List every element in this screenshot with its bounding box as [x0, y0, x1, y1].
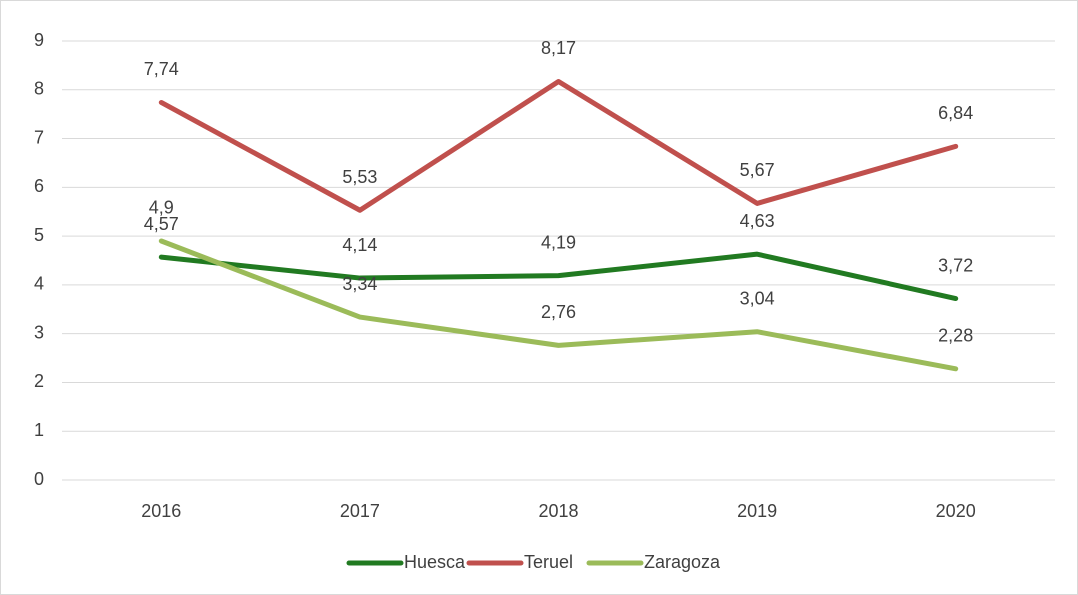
- y-tick-label: 8: [34, 79, 44, 99]
- data-label: 5,67: [740, 160, 775, 180]
- series-line: [158, 251, 959, 302]
- data-label: 3,04: [740, 288, 775, 308]
- legend-label: Teruel: [524, 552, 573, 572]
- data-label: 2,28: [938, 326, 973, 346]
- data-label: 8,17: [541, 38, 576, 58]
- series-line: [158, 78, 959, 213]
- series-line: [158, 238, 959, 372]
- y-tick-label: 5: [34, 225, 44, 245]
- data-label: 4,9: [149, 198, 174, 218]
- y-tick-label: 3: [34, 322, 44, 342]
- data-label: 2,76: [541, 302, 576, 322]
- y-tick-label: 0: [34, 469, 44, 489]
- data-label: 7,74: [144, 59, 179, 79]
- data-label: 4,19: [541, 232, 576, 252]
- y-tick-label: 9: [34, 30, 44, 50]
- legend-label: Zaragoza: [644, 552, 721, 572]
- data-label: 5,53: [342, 167, 377, 187]
- x-tick-label: 2019: [737, 501, 777, 521]
- data-label: 4,63: [740, 211, 775, 231]
- y-tick-label: 2: [34, 371, 44, 391]
- y-tick-label: 4: [34, 274, 44, 294]
- data-label: 4,57: [144, 214, 179, 234]
- data-label: 4,14: [342, 235, 377, 255]
- x-tick-label: 2017: [340, 501, 380, 521]
- x-tick-label: 2020: [936, 501, 976, 521]
- data-label: 3,34: [342, 274, 377, 294]
- y-tick-label: 1: [34, 420, 44, 440]
- y-tick-label: 7: [34, 127, 44, 147]
- data-label: 6,84: [938, 103, 973, 123]
- y-tick-label: 6: [34, 176, 44, 196]
- legend-label: Huesca: [404, 552, 466, 572]
- data-label: 3,72: [938, 255, 973, 275]
- x-tick-label: 2018: [538, 501, 578, 521]
- x-tick-label: 2016: [141, 501, 181, 521]
